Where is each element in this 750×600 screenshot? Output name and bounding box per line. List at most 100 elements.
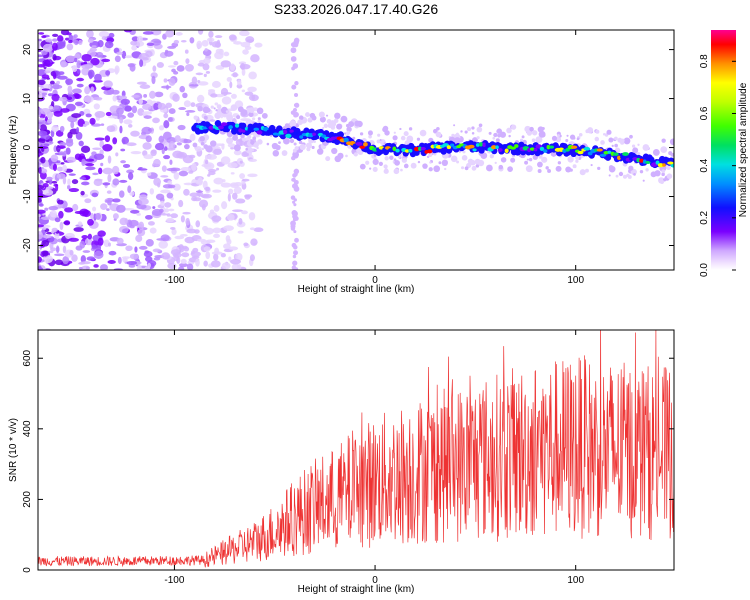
spectrogram-noise-point	[471, 126, 475, 130]
spectrogram-noise-point	[359, 163, 366, 170]
spectrogram-noise-point	[94, 178, 103, 182]
spectrogram-noise-point	[551, 135, 558, 141]
spectrogram-noise-point	[290, 47, 297, 54]
spectrogram-noise-point	[66, 96, 73, 101]
spectrogram-noise-point	[42, 189, 54, 196]
spectrogram-noise-point	[93, 103, 100, 110]
spectrogram-noise-point	[318, 111, 325, 118]
spectrogram-noise-point	[38, 69, 47, 77]
spectrogram-noise-point	[68, 173, 76, 176]
spectrogram-noise-point	[340, 115, 348, 123]
spectrogram-ridge-blob	[231, 127, 237, 132]
spectrogram-noise-point	[384, 130, 390, 136]
snr-frame	[37, 329, 675, 571]
spectrogram-noise-point	[185, 58, 190, 64]
spectrogram-noise-point	[500, 157, 507, 163]
spectrogram-noise-point	[127, 185, 132, 193]
spectrogram-noise-point	[182, 92, 188, 99]
spectrogram-noise-point	[403, 163, 409, 169]
spectrogram-noise-point	[42, 43, 54, 53]
spectrogram-ridge-blob	[253, 127, 260, 131]
snr-y-tick-label: 0	[22, 567, 33, 573]
spectrogram-ridge-blob	[472, 148, 477, 152]
spectrogram-noise-point	[645, 168, 649, 172]
spectrogram-noise-point	[49, 80, 55, 85]
spectrogram-noise-point	[92, 147, 102, 151]
spectrogram-noise-point	[170, 213, 179, 219]
snr-x-tick-label: -100	[164, 575, 184, 586]
spectrogram-ridge-blob	[504, 148, 509, 153]
spectrogram-noise-point	[178, 199, 184, 208]
spectrogram-noise-point	[236, 115, 241, 120]
spectrogram-noise-point	[661, 138, 666, 143]
spectrogram-ridge-blob	[359, 145, 366, 149]
spectrogram-noise-point	[166, 217, 175, 223]
spectrogram-noise-point	[588, 130, 592, 134]
spectrogram-noise-point	[529, 126, 534, 132]
spectrogram-noise-point	[325, 156, 331, 162]
spectrogram-noise-point	[38, 203, 44, 207]
spectrogram-noise-point	[271, 142, 279, 150]
spectrogram-noise-point	[228, 34, 237, 41]
spectrogram-noise-point	[220, 182, 232, 188]
spectrogram-noise-point	[104, 135, 111, 143]
spectrogram-noise-point	[389, 155, 394, 160]
spectrogram-noise-point	[298, 115, 304, 120]
spectrogram-noise-point	[145, 214, 153, 220]
spectrogram-noise-point	[572, 164, 577, 169]
spectrogram-noise-point	[92, 96, 103, 101]
spectrogram-noise-point	[291, 66, 296, 71]
spectrogram-noise-point	[80, 145, 91, 153]
spectrogram-noise-point	[135, 234, 143, 243]
spectrogram-ridge-blob	[565, 147, 570, 152]
spectrogram-noise-point	[41, 92, 48, 96]
spectrogram-noise-point	[214, 102, 219, 106]
spectrogram-noise-point	[244, 194, 251, 200]
spectrogram-noise-point	[186, 228, 197, 234]
spectrogram-noise-point	[510, 124, 517, 130]
spectrogram-noise-point	[131, 94, 140, 98]
spectrogram-noise-point	[211, 80, 221, 88]
spectrogram-noise-point	[237, 264, 242, 270]
spectrogram-ridge-blob	[622, 152, 629, 157]
spectrogram-noise-point	[248, 94, 259, 102]
spectrogram-noise-point	[214, 41, 221, 48]
spectrogram-noise-point	[346, 126, 352, 133]
spectrogram-noise-point	[225, 235, 231, 243]
spectrogram-noise-point	[220, 91, 232, 95]
spectrogram-noise-point	[52, 38, 58, 42]
spectrogram-noise-point	[112, 213, 119, 220]
spectrogram-noise-point	[94, 110, 106, 118]
spectrogram-noise-point	[239, 173, 246, 179]
spectrogram-noise-point	[97, 167, 103, 175]
spectrogram-noise-point	[212, 227, 222, 234]
spectrogram-noise-point	[129, 63, 136, 72]
spectrogram-noise-point	[163, 155, 171, 160]
spectrogram-noise-point	[627, 175, 632, 179]
spectrogram-noise-point	[207, 37, 215, 42]
spectrogram-noise-point	[201, 193, 212, 199]
snr-y-label: SNR (10 * v/v)	[8, 418, 19, 482]
spectrogram-ridge-blob	[241, 129, 246, 133]
spectrogram-noise-point	[168, 77, 176, 86]
spectrogram-ridge-blob	[440, 147, 447, 155]
spectrogram-noise-point	[272, 150, 280, 157]
spectrogram-noise-point	[42, 183, 49, 188]
spectrogram-noise-point	[248, 158, 258, 163]
spectrogram-noise-point	[57, 145, 66, 149]
spectrogram-noise-point	[474, 158, 481, 165]
spectrogram-noise-point	[367, 130, 373, 136]
spectrogram-noise-point	[207, 168, 217, 173]
spectrogram-noise-point	[40, 168, 48, 174]
spectrogram-noise-point	[71, 65, 78, 73]
spectrogram-ridge	[191, 119, 674, 169]
spectrogram-noise-point	[189, 37, 195, 44]
spectrogram-noise-point	[149, 188, 155, 195]
spectrogram-noise-point	[333, 118, 339, 123]
spectrogram-noise-point	[250, 238, 258, 246]
spectrogram-noise-point	[81, 64, 92, 70]
spectrogram-noise-point	[91, 244, 97, 250]
spectrogram-noise-point	[293, 250, 299, 256]
spectrogram-noise-point	[85, 158, 95, 162]
spectrogram-noise-point	[92, 206, 97, 212]
